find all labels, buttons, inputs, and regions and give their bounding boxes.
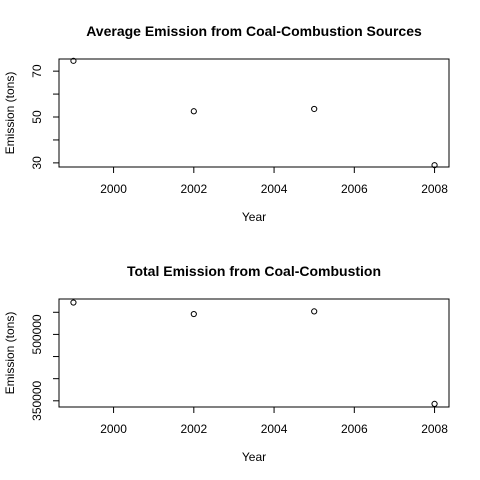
x-axis-label: Year [242,450,266,464]
x-tick-label: 2000 [100,182,127,196]
y-tick-label: 50 [30,110,44,124]
x-tick-label: 2008 [421,422,448,436]
plot-panel-1: Average Emission from Coal-Combustion So… [3,23,450,224]
x-tick-label: 2002 [180,182,207,196]
data-point [431,162,438,169]
chart-title: Average Emission from Coal-Combustion So… [86,23,422,39]
y-axis-label: Emission (tons) [3,312,17,395]
y-tick-label: 30 [30,156,44,170]
x-tick-label: 2006 [341,422,368,436]
x-tick-label: 2004 [261,182,288,196]
x-tick-label: 2000 [100,422,127,436]
x-tick-label: 2004 [261,422,288,436]
data-point [311,308,318,315]
data-point [190,108,197,115]
x-tick-label: 2008 [421,182,448,196]
data-point [70,299,77,306]
y-tick-label: 500000 [30,314,44,354]
x-tick-label: 2002 [180,422,207,436]
data-point [70,57,77,64]
x-tick-label: 2006 [341,182,368,196]
plot-frame [58,298,450,408]
plot-panel-2: Total Emission from Coal-Combustion 2000 2… [3,263,450,464]
y-tick-label: 70 [30,64,44,78]
data-point [190,310,197,318]
data-point [311,105,318,113]
y-tick-label: 350000 [30,380,44,420]
chart-title: Total Emission from Coal-Combustion [127,263,381,279]
plot-frame [58,58,450,168]
x-axis-label: Year [242,210,266,224]
data-point [431,400,438,408]
y-axis-label: Emission (tons) [3,72,17,155]
